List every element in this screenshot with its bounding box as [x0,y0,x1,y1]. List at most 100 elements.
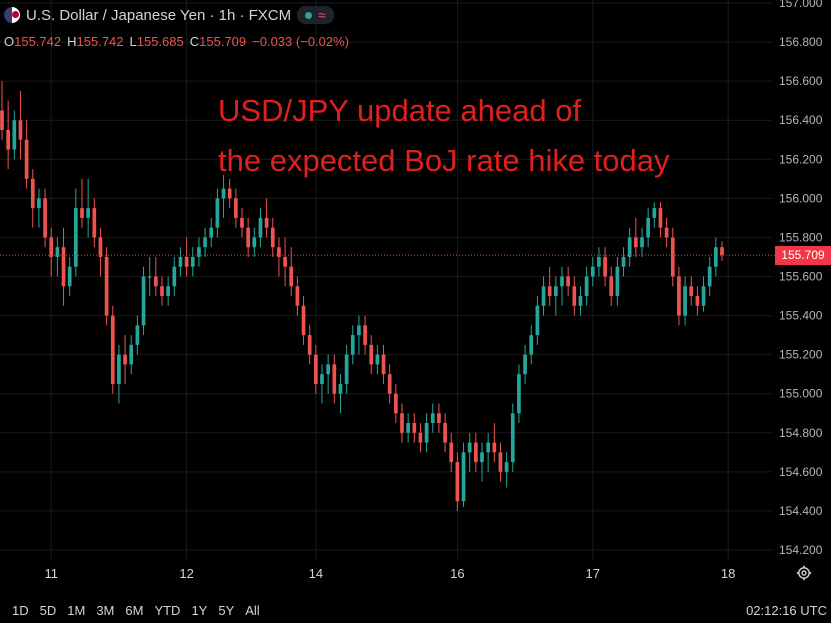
candle-body [350,335,355,355]
candle [535,296,540,345]
range-button-5y[interactable]: 5Y [218,603,235,618]
price-axis[interactable]: 157.000 156.800 156.600 156.400 156.200 156.0… [779,0,823,557]
range-button-1d[interactable]: 1D [12,603,29,618]
candle [381,344,386,384]
candle [61,227,66,306]
candle [455,452,460,511]
candle-body [117,354,121,384]
time-axis[interactable]: 11121416171819 [44,566,831,581]
candle [307,325,312,365]
candle [634,217,638,257]
range-buttons: 1D 5D 1M 3M 6M YTD 1Y 5Y All [0,603,260,618]
candle-body [147,276,152,278]
candle [234,188,238,228]
candle [394,383,398,424]
candle [412,413,417,443]
candle-body [689,286,694,297]
candle-body [154,276,158,287]
candle-body [326,364,330,375]
candle-body [430,413,435,424]
candle [123,335,127,384]
candle [467,432,472,472]
candle [350,325,355,365]
x-tick-label: 12 [179,566,193,581]
candle-body [437,413,441,424]
range-button-6m[interactable]: 6M [125,603,144,618]
candle-body [74,208,78,267]
candle [12,110,17,160]
last-price-tag: 155.709 [775,246,831,265]
candle-body [314,354,318,384]
range-button-1m[interactable]: 1M [67,603,86,618]
candle [37,188,41,228]
candle-body [455,462,460,502]
range-button-1y[interactable]: 1Y [191,603,208,618]
y-tick-label: 154.400 [779,504,823,518]
symbol-title: U.S. Dollar / Japanese Yen · 1h · FXCM [26,6,292,24]
candle [30,169,35,228]
candle-body [12,120,17,150]
chart-grid [0,0,772,560]
candle [24,120,29,189]
candle [117,344,121,404]
candle-body [560,276,564,287]
candle-body [683,286,687,316]
open-value: 155.742 [14,34,62,49]
settings-gear-icon[interactable] [796,565,812,581]
high-key: H [67,34,77,49]
candle [547,266,552,306]
usd-jpy-flag-icon [4,7,20,23]
candle [67,256,72,297]
candle [695,286,700,316]
candle [590,256,595,287]
candle-body [578,296,583,306]
candle-body [646,217,650,238]
x-tick-label: 11 [44,566,58,581]
candle-body [246,227,250,248]
candle-body [18,120,23,140]
candle-body [24,139,29,179]
candle-body [141,276,146,326]
candle [683,276,687,326]
change-value: −0.033 (−0.02%) [252,34,349,49]
candle [640,227,644,257]
candle [98,227,103,277]
utc-clock[interactable]: 02:12:16 UTC [746,603,827,618]
candle-body [110,315,115,384]
candle [529,325,534,365]
candle [326,354,330,394]
symbol-header[interactable]: U.S. Dollar / Japanese Yen · 1h · FXCM ≈ [4,6,334,24]
candle [603,247,607,287]
candle-body [640,237,644,248]
candle [369,335,374,375]
candle [283,237,287,287]
range-button-3m[interactable]: 3M [96,603,115,618]
market-status-pill[interactable]: ≈ [297,6,334,24]
candle-body [406,423,410,433]
candle [554,276,558,316]
candle-body [363,325,367,345]
candle [541,276,546,316]
candle [80,178,84,228]
candle-body [504,462,509,472]
candle-body [609,276,614,297]
candle [560,266,564,306]
candle-body [30,178,35,209]
range-button-all[interactable]: All [245,603,260,618]
candle-body [720,247,724,256]
ohlc-legend: O155.742 H155.742 L155.685 C155.709 −0.033 (… [4,34,355,49]
candle [320,364,324,404]
candle-body [209,227,214,238]
y-tick-label: 156.800 [779,35,823,49]
candle-body [517,374,521,414]
candle-body [98,237,103,257]
candle [664,217,669,248]
y-tick-label: 156.200 [779,152,823,166]
candle-body [61,247,66,287]
candle [141,266,146,336]
candle [246,217,250,257]
range-button-5d[interactable]: 5D [39,603,57,618]
candle-body [615,266,620,297]
range-button-ytd[interactable]: YTD [154,603,181,618]
